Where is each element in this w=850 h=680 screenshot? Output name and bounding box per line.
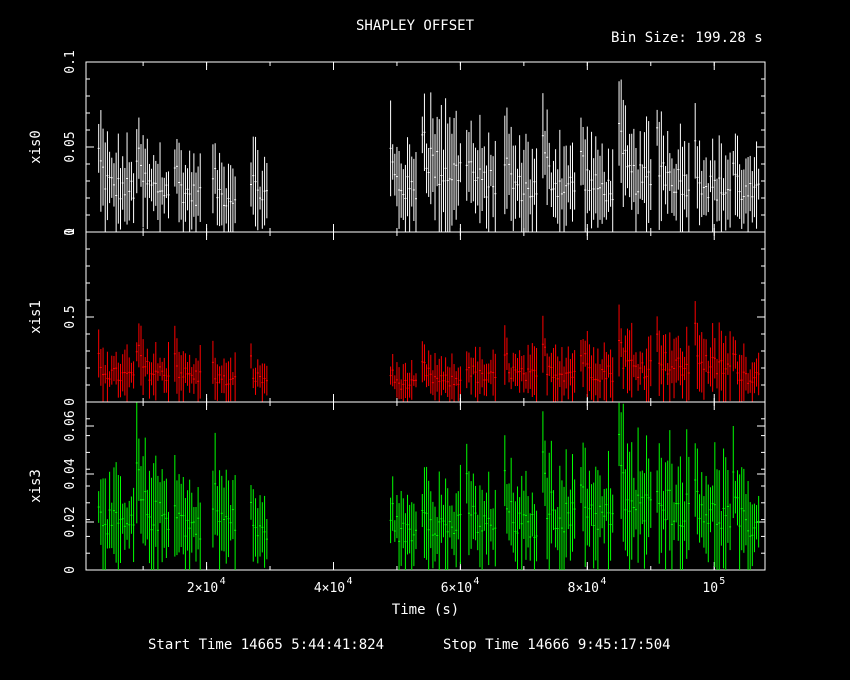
xis1-segment [135, 323, 170, 402]
bin-size-label: Bin Size: 199.28 s [611, 30, 763, 46]
xis1-segment [541, 315, 576, 402]
xis0-segment [618, 79, 652, 232]
xis0-segment [421, 92, 462, 232]
xis0-segment [541, 93, 576, 232]
xtick-exponent: 5 [719, 576, 725, 587]
xis1-panel: 0 0.5 1 xis1 [28, 228, 766, 406]
xis3-segment [421, 464, 462, 570]
xis3-ytick-label: 0 [63, 566, 78, 574]
xis0-segment [173, 138, 202, 232]
xis3-segment [656, 429, 690, 570]
xis1-segment [579, 330, 614, 402]
xis1-segment [389, 353, 417, 402]
xis3-segment [97, 462, 135, 570]
xis0-segment [732, 133, 760, 232]
xis3-segment [389, 476, 417, 570]
xtick-label: 8×10 [568, 581, 599, 596]
xis0-ytick-label: 0.05 [63, 131, 78, 162]
xis0-segment [249, 136, 268, 231]
xis3-segment [465, 443, 497, 570]
xis3-segment [135, 402, 170, 570]
xis3-segment [211, 432, 237, 570]
xtick-label: 4×10 [314, 581, 345, 596]
xis1-segment [173, 325, 202, 402]
xis3-segment [249, 485, 268, 568]
xis3-ytick-label: 0.06 [63, 410, 78, 441]
xis1-segment [732, 336, 760, 402]
xis3-segment [732, 425, 760, 570]
xis1-segment [421, 341, 462, 402]
xis1-segment [656, 316, 690, 402]
xis3-segment [579, 442, 614, 570]
xtick-label: 10 [702, 581, 718, 596]
xis1-segment [465, 346, 497, 402]
xis0-segment [503, 107, 538, 232]
xis0-segment [656, 109, 690, 232]
xtick-exponent: 4 [600, 576, 606, 587]
xis1-segment [211, 340, 237, 402]
xis0-segment [694, 103, 732, 232]
xis1-ylabel: xis1 [28, 300, 44, 334]
xis1-ytick-label: 0.5 [63, 305, 78, 328]
xis0-ytick-label: 0 [63, 228, 78, 236]
xis1-segment [249, 343, 268, 402]
xis3-segment [618, 402, 652, 570]
xis3-ylabel: xis3 [28, 469, 44, 503]
xis3-segment [541, 411, 576, 570]
start-time-label: Start Time 14665 5:44:41:824 [148, 637, 385, 653]
xis1-ytick-label: 1 [63, 228, 78, 236]
xtick-exponent: 4 [473, 576, 479, 587]
xis3-panel: 0 0.02 0.04 0.06 xis3 [28, 401, 766, 574]
xis1-segment [694, 301, 732, 402]
xis1-segment [618, 304, 652, 402]
xis0-ytick-label: 0.1 [63, 50, 78, 73]
xis0-segment [211, 143, 237, 232]
xis3-segment [173, 454, 202, 570]
xtick-exponent: 4 [220, 576, 226, 587]
xis3-ytick-label: 0.02 [63, 506, 78, 537]
xis1-segment [97, 329, 135, 402]
stop-time-label: Stop Time 14666 9:45:17:504 [443, 637, 671, 653]
xis3-segment [503, 435, 538, 570]
xis1-segment [503, 325, 538, 402]
xis3-segment [694, 442, 732, 570]
chart-title: SHAPLEY OFFSET [356, 18, 475, 34]
xis0-ylabel: xis0 [28, 130, 44, 164]
xis3-ytick-label: 0.04 [63, 458, 78, 489]
xtick-label: 6×10 [441, 581, 472, 596]
x-axis-label: Time (s) [392, 602, 459, 618]
xis0-segment [97, 110, 135, 232]
xis0-panel: 0 0.05 0.1 xis0 [28, 50, 766, 236]
xis0-segment [135, 117, 170, 232]
xtick-label: 2×10 [187, 581, 218, 596]
xis0-segment [579, 117, 614, 232]
xis0-segment [389, 100, 417, 232]
xis0-segment [465, 114, 497, 232]
xis1-ytick-label: 0 [63, 398, 78, 406]
xtick-exponent: 4 [346, 576, 352, 587]
